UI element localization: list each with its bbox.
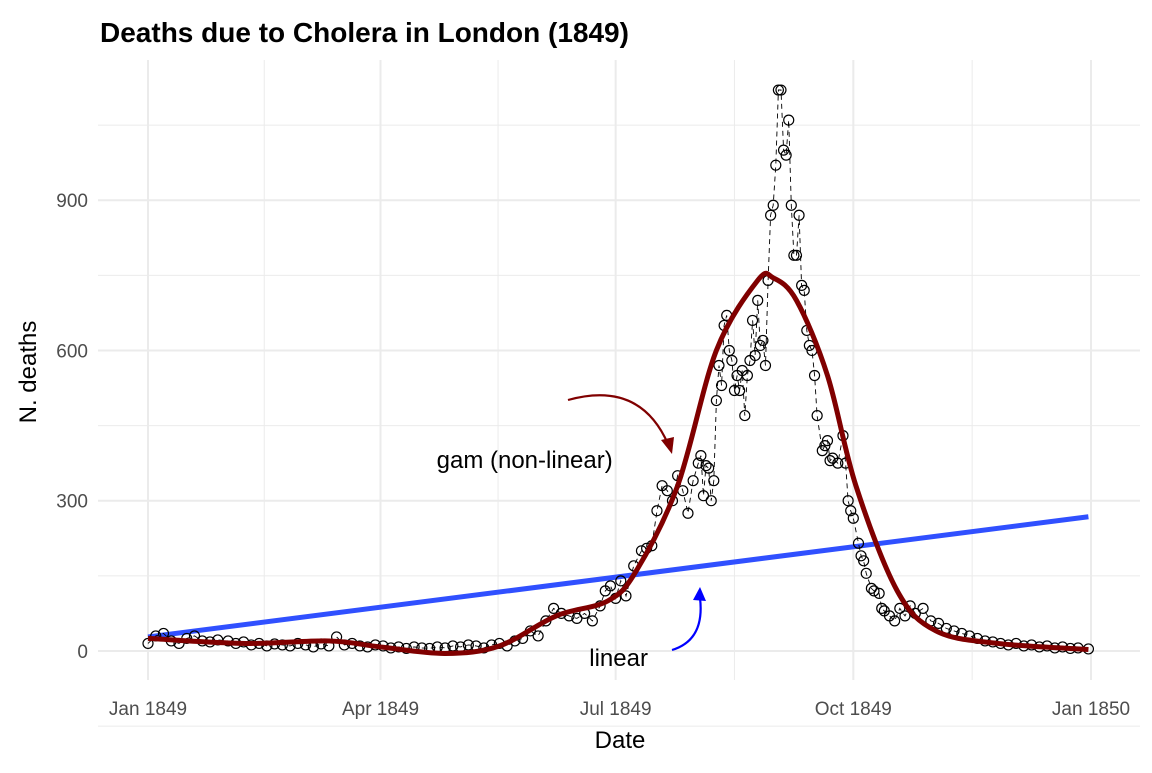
data-point [571, 612, 583, 625]
data-point [824, 455, 836, 467]
data-point [739, 409, 751, 422]
data-point [651, 505, 663, 517]
gam-annotation-label: gam (non-linear) [437, 447, 613, 474]
data-point [703, 462, 715, 474]
data-point [785, 199, 797, 211]
data-point [772, 84, 784, 96]
x-tick-label: Jan 1850 [1052, 699, 1130, 720]
annotations: gam (non-linear) linear [437, 394, 706, 672]
data-point [793, 209, 805, 221]
gam-fit-line [147, 270, 1089, 656]
x-tick-label: Jul 1849 [580, 699, 652, 720]
data-point [788, 249, 800, 261]
data-point [734, 384, 746, 397]
data-point [682, 507, 694, 519]
data-point [832, 457, 844, 469]
data-point [842, 495, 854, 507]
gam-arrow [567, 394, 670, 445]
x-tick-label: Apr 1849 [342, 699, 419, 720]
data-point [548, 602, 560, 614]
data-point [845, 505, 857, 517]
data-point [692, 457, 704, 469]
data-point [687, 475, 699, 487]
data-point [798, 284, 810, 296]
data-point [932, 617, 945, 630]
data-point [865, 582, 877, 594]
data-point [723, 344, 735, 357]
y-axis-label: N. deaths [15, 321, 42, 424]
data-point [790, 249, 803, 261]
y-tick-label: 0 [77, 642, 88, 663]
data-point [604, 580, 617, 592]
data-point [847, 512, 859, 524]
data-point [876, 602, 888, 614]
data-point [700, 460, 712, 472]
points-connector-line [147, 89, 1089, 650]
data-point [726, 354, 738, 367]
linear-arrow [671, 597, 702, 652]
data-point [765, 209, 777, 221]
data-point [808, 369, 821, 382]
data-point [741, 369, 753, 382]
linear-annotation-label: linear [589, 645, 648, 672]
linear-arrowhead-icon [693, 587, 706, 601]
data-point [821, 435, 834, 447]
data-point [899, 610, 911, 622]
data-point [780, 149, 792, 161]
data-point [775, 84, 787, 96]
data-point [695, 450, 707, 462]
data-point [752, 294, 764, 306]
y-tick-label: 300 [56, 492, 88, 513]
data-point [889, 615, 901, 627]
x-axis-ticks: Jan 1849 Apr 1849 Jul 1849 Oct 1849 Jan 1850 [109, 699, 1130, 720]
x-axis-label: Date [595, 727, 646, 754]
y-axis-ticks: 0 300 600 900 [56, 191, 88, 663]
x-tick-label: Oct 1849 [815, 699, 892, 720]
data-point [858, 555, 870, 567]
y-tick-label: 900 [56, 191, 88, 212]
data-point [860, 567, 872, 579]
data-point [894, 602, 906, 614]
data-point [746, 314, 759, 327]
chart-title: Deaths due to Cholera in London (1849) [100, 17, 629, 48]
data-point [873, 587, 885, 599]
data-point [615, 575, 627, 587]
data-point [710, 394, 722, 407]
data-point [759, 359, 772, 372]
data-point [868, 585, 880, 597]
grid [98, 60, 1140, 727]
data-point [728, 384, 741, 397]
data-point [532, 630, 544, 642]
data-point [586, 615, 598, 627]
data-point [620, 590, 632, 602]
data-point [917, 602, 929, 614]
gam-arrowhead-icon [661, 437, 674, 454]
data-point [767, 199, 779, 211]
data-point [661, 485, 673, 497]
data-point [770, 159, 782, 171]
y-tick-label: 600 [56, 341, 88, 362]
x-tick-label: Jan 1849 [109, 699, 187, 720]
data-points [142, 84, 1095, 655]
data-point [705, 495, 717, 507]
data-point [757, 334, 769, 347]
data-point [811, 409, 823, 422]
data-point [852, 537, 865, 549]
data-point [783, 114, 795, 126]
data-point [708, 475, 720, 487]
data-point [715, 379, 728, 392]
data-point [713, 359, 725, 372]
data-point [697, 490, 710, 502]
data-point [749, 349, 761, 362]
